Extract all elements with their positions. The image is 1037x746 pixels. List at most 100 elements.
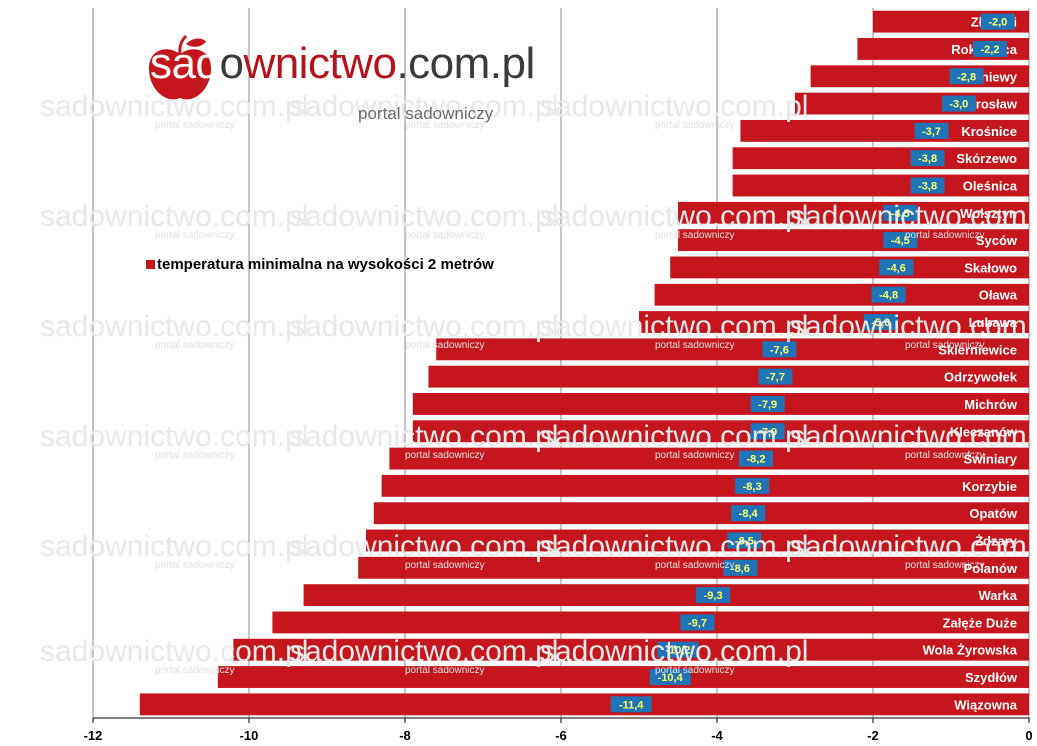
x-tick-label: -4: [711, 728, 723, 743]
legend: temperatura minimalna na wysokości 2 met…: [146, 256, 494, 273]
watermark: sadownictwo.com.pl portal sadowniczy: [790, 530, 1037, 571]
data-label: -7,9: [758, 426, 777, 438]
category-label: Warka: [978, 588, 1017, 603]
logo-subtitle: portal sadowniczy: [358, 104, 494, 123]
bar: [428, 365, 1029, 388]
bar: [670, 256, 1029, 279]
data-label: -5,0: [871, 317, 890, 329]
watermark: sadownictwo.com.pl portal sadowniczy: [540, 310, 809, 351]
data-label: -3,8: [918, 181, 937, 193]
watermark: sadownictwo.com.pl portal sadowniczy: [540, 420, 809, 461]
legend-label: temperatura minimalna na wysokości 2 met…: [157, 256, 494, 273]
watermark: sadownictwo.com.pl portal sadowniczy: [290, 420, 559, 461]
data-label-box: [883, 204, 918, 221]
x-tick-label: -2: [867, 728, 879, 743]
data-label: -3,7: [922, 126, 941, 138]
data-label: -8,2: [747, 454, 766, 466]
data-label-box: [731, 505, 766, 522]
data-label: -2,2: [981, 44, 1000, 56]
data-label-box: [727, 532, 762, 549]
data-label-box: [610, 696, 652, 713]
data-label: -3,8: [918, 153, 937, 165]
data-label: -11,4: [619, 699, 644, 711]
x-tick-label: -10: [240, 728, 259, 743]
bar: [358, 556, 1029, 579]
bar: [217, 666, 1030, 688]
data-label-box: [910, 177, 945, 194]
data-label: -2,8: [957, 71, 976, 83]
watermark: sadownictwo.com.pl portal sadowniczy: [40, 530, 309, 571]
data-label-box: [883, 232, 918, 249]
data-label: -8,3: [743, 481, 762, 493]
data-label: -4,8: [879, 290, 898, 302]
bar: [139, 693, 1030, 716]
bar: [272, 611, 1029, 634]
data-label-box: [657, 641, 699, 658]
bar: [732, 147, 1029, 170]
bar: [678, 201, 1029, 224]
data-label-box: [723, 559, 758, 576]
data-label: -9,7: [688, 617, 707, 629]
watermark: sadownictwo.com.pl portal sadowniczy: [790, 200, 1037, 241]
category-label: Syców: [976, 233, 1018, 248]
category-label: Odrzywołek: [944, 370, 1018, 385]
category-label: Krośnice: [961, 124, 1017, 139]
data-label: -8,4: [739, 508, 759, 520]
category-label: Kleczanów: [950, 424, 1018, 439]
bar: [303, 584, 1030, 607]
bar: [639, 311, 1029, 333]
data-label-box: [949, 68, 984, 85]
data-label-box: [758, 368, 793, 385]
apple-icon: [148, 34, 212, 100]
bar: [412, 393, 1029, 415]
data-label-box: [910, 150, 945, 167]
data-label-box: [649, 669, 691, 686]
x-tick-label: -12: [84, 728, 103, 743]
data-label-box: [735, 477, 770, 494]
bar: [678, 229, 1029, 252]
watermark: sadownictwo.com.pl portal sadowniczy: [540, 530, 809, 571]
bar: [436, 338, 1029, 361]
data-label: -9,3: [704, 590, 723, 602]
category-label: Wola Żyrowska: [923, 643, 1018, 658]
watermark: sadownictwo.com.pl portal sadowniczy: [290, 90, 559, 131]
bar: [740, 119, 1029, 142]
logo-text-red-2: wnictwo: [243, 39, 397, 88]
logo-text: sadownictwo.com.pl: [150, 40, 535, 88]
bar: [732, 174, 1029, 197]
x-tick-label: -8: [399, 728, 411, 743]
watermark: sadownictwo.com.pl portal sadowniczy: [540, 200, 809, 241]
watermark: sadownictwo.com.pl portal sadowniczy: [40, 420, 309, 461]
category-label: Lubawa: [969, 315, 1018, 330]
category-label: Michrów: [964, 397, 1018, 412]
bar: [233, 638, 1029, 661]
data-label: -4,5: [891, 208, 910, 220]
data-label: -10,2: [665, 645, 690, 657]
data-label-box: [739, 450, 773, 467]
category-label: Oława: [979, 288, 1018, 303]
bar: [654, 283, 1029, 306]
data-label: -10,4: [658, 672, 684, 684]
data-label: -7,7: [766, 372, 785, 384]
data-label-box: [871, 286, 906, 303]
watermark: sadownictwo.com.pl portal sadowniczy: [40, 310, 309, 351]
logo-text-grey: .com.pl: [396, 39, 535, 88]
watermark: sadownictwo.com.pl portal sadowniczy: [290, 530, 559, 571]
watermark: sadownictwo.com.pl portal sadowniczy: [540, 635, 809, 676]
data-label: -7,9: [758, 399, 777, 411]
bar: [381, 474, 1030, 497]
data-label-box: [980, 13, 1015, 30]
category-label: Polanów: [964, 561, 1018, 576]
data-label: -2,0: [988, 17, 1007, 29]
category-label: Opatów: [969, 506, 1018, 521]
data-label-box: [914, 122, 949, 139]
bar: [373, 502, 1029, 525]
watermark: sadownictwo.com.pl portal sadowniczy: [290, 200, 559, 241]
category-label: Korzybie: [962, 479, 1017, 494]
category-label: Szydłów: [965, 670, 1018, 685]
x-tick-label: 0: [1025, 728, 1032, 743]
watermark: sadownictwo.com.pl portal sadowniczy: [40, 200, 309, 241]
category-label: Skałowo: [964, 260, 1017, 275]
data-label-box: [879, 259, 914, 276]
